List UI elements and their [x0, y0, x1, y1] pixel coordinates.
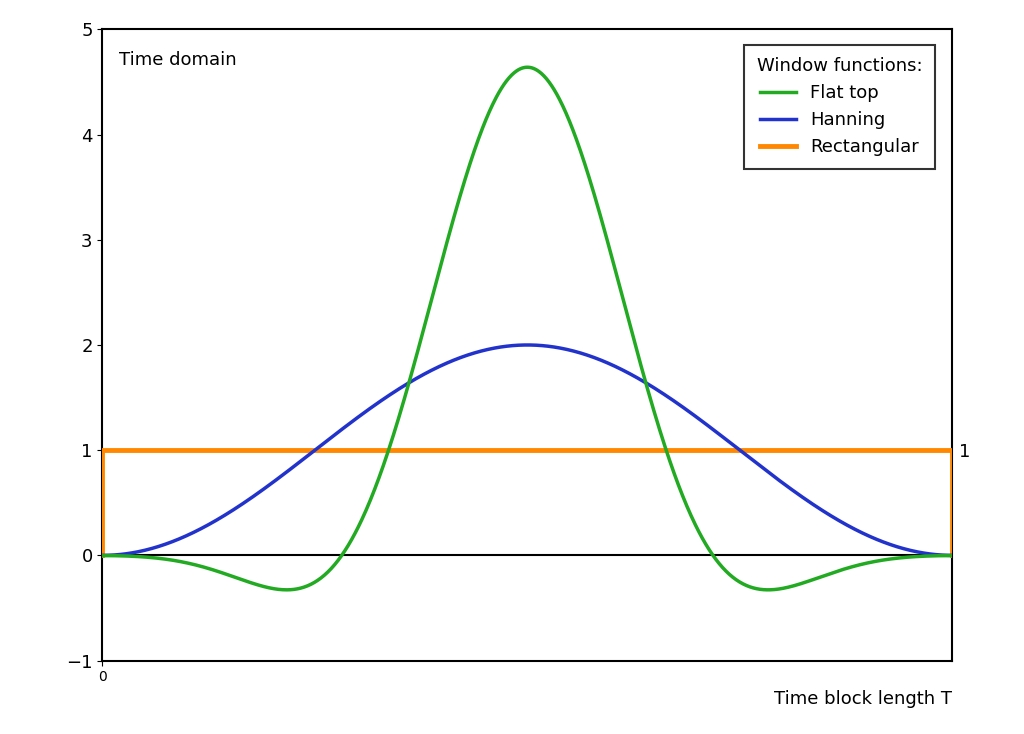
Hanning [183, 530, 196, 539]
Line: Hanning: Hanning [102, 345, 952, 556]
Line: Flat top: Flat top [102, 68, 952, 590]
Flat top [96, 551, 109, 560]
Rectangular [946, 446, 958, 454]
Rectangular [96, 551, 109, 560]
Rectangular [96, 446, 109, 454]
Flat top [776, 584, 788, 593]
Hanning [760, 466, 772, 475]
Flat top [440, 238, 453, 247]
Hanning [775, 478, 787, 487]
Hanning [96, 551, 109, 560]
Rectangular [946, 551, 958, 560]
Flat top [521, 63, 534, 72]
Hanning [946, 551, 958, 560]
Flat top [183, 559, 196, 568]
Flat top [471, 137, 483, 146]
Hanning [440, 359, 453, 368]
Text: Time block length T: Time block length T [774, 690, 952, 708]
Flat top [761, 586, 773, 595]
Legend: Flat top, Hanning, Rectangular: Flat top, Hanning, Rectangular [743, 45, 935, 169]
Flat top [281, 586, 293, 595]
Hanning [521, 341, 534, 349]
Line: Rectangular: Rectangular [102, 450, 952, 556]
Flat top [682, 504, 694, 512]
Hanning [471, 348, 483, 357]
Text: Time domain: Time domain [120, 51, 237, 70]
Hanning [681, 406, 693, 415]
Flat top [946, 551, 958, 560]
